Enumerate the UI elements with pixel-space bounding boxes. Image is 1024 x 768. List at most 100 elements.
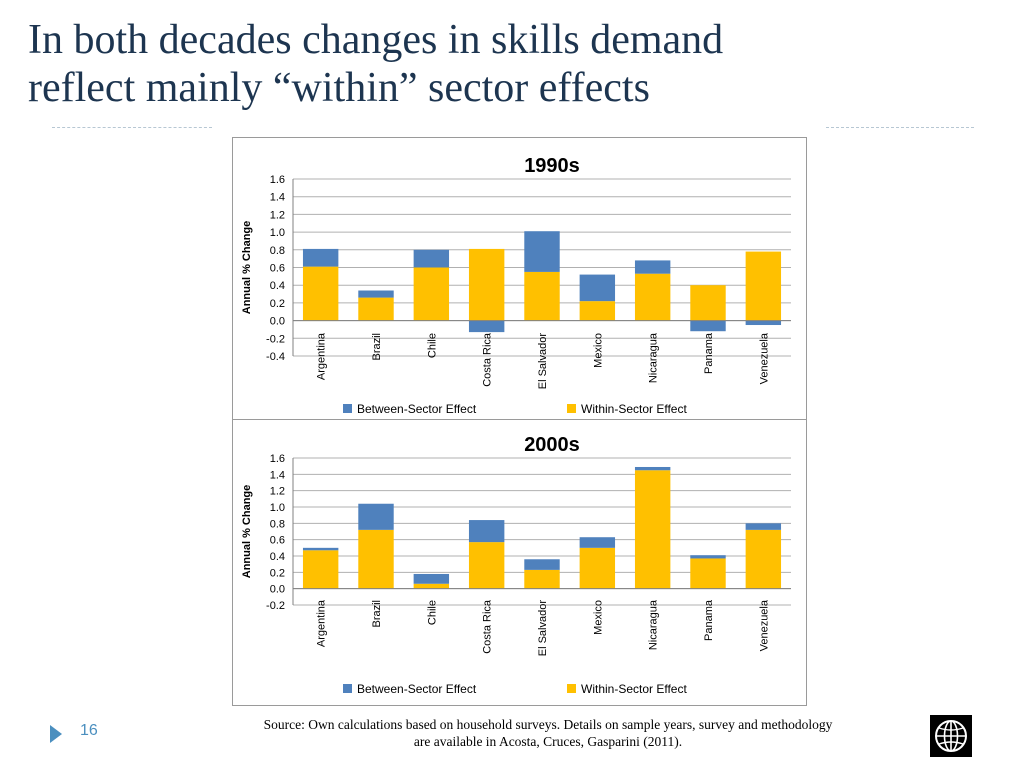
chart-1990s-category-label: Panama [703,332,715,374]
chart-2000s-y-tick-label: 0.8 [270,518,285,530]
chart-2000s-category-label: Chile [426,600,438,625]
chart-2000s-y-tick-label: -0.2 [266,600,285,612]
chart-1990s-category-label: Brazil [371,333,383,361]
chart-1990s-bar-between [358,290,394,298]
slide-title: In both decades changes in skills demand… [28,16,998,112]
chart-2000s-title: 2000s [524,434,580,456]
chart-1990s-bar-within [413,267,450,321]
chart-1990s: 1990s Annual % Change 1.6 1.4 1.2 1.0 0.8 0.6 0.… [232,137,807,421]
chart-2000s-bar-within [524,569,560,589]
chart-1990s-y-tick-label: 0.2 [270,298,285,310]
chart-1990s-bar-between [634,260,671,274]
chart-2000s-bar-between [745,523,782,530]
chart-1990s-legend-between: Between-Sector Effect [357,402,477,416]
source-note-line-1: Source: Own calculations based on househ… [263,717,833,732]
world-bank-logo-icon [935,720,967,752]
chart-2000s-y-tick-label: 0.2 [270,567,285,579]
chart-2000s-bar-between [579,537,616,548]
chart-1990s-bar-within [358,297,394,321]
chart-2000s-y-tick-label: 1.2 [270,486,285,498]
chart-1990s-bar-between [579,274,616,302]
chart-1990s-category-label: Argentina [316,332,328,380]
chart-2000s-bar-between [524,559,560,570]
chart-1990s-bar-within [690,285,726,321]
chart-1990s-category-label: El Salvador [537,333,549,390]
chart-1990s-y-tick-label: 1.4 [270,192,285,204]
chart-1990s-y-tick-label: 0.8 [270,245,285,257]
chart-2000s-bar-between [468,520,505,543]
chart-2000s-bar-between [634,466,671,471]
chart-1990s-bar-within [745,251,782,321]
chart-1990s-bar-within [468,248,505,321]
chart-2000s-category-label: Panama [703,599,715,641]
globe-icon [930,715,972,757]
chart-1990s-category-label: Costa Rica [482,332,494,387]
chart-2000s-legend-between: Between-Sector Effect [357,682,477,696]
chart-2000s-category-label: El Salvador [537,600,549,657]
chart-1990s-legend-swatch-between [343,404,352,413]
chart-2000s-svg: 2000s Annual % Change 1.6 1.4 1.2 1.0 0.8 0.6 0.… [241,434,791,696]
chart-1990s-category-label: Nicaragua [648,332,660,383]
chart-2000s-legend-swatch-between [343,684,352,693]
chart-2000s-bar-within [358,529,394,589]
chart-2000s: 2000s Annual % Change 1.6 1.4 1.2 1.0 0.8 0.6 0.… [232,419,807,706]
chart-2000s-y-tick-label: 1.6 [270,453,285,465]
chart-2000s-bar-between [302,547,339,551]
chart-1990s-bar-between [413,249,450,268]
chart-2000s-bar-between [690,555,726,559]
chart-1990s-y-tick-label: 1.6 [270,174,285,186]
chart-1990s-title: 1990s [524,155,580,177]
chart-1990s-bar-within [634,273,671,321]
chart-2000s-y-tick-label: 1.4 [270,469,285,481]
chart-1990s-y-tick-label: 0.0 [270,316,285,328]
chart-1990s-y-tick-label: 1.0 [270,227,285,239]
chart-2000s-bar-within [634,470,671,589]
chart-1990s-bar-within [524,271,560,321]
chart-2000s-bar-within [745,529,782,589]
chart-1990s-y-tick-label: 1.2 [270,209,285,221]
chart-1990s-bar-between [468,320,505,333]
chart-1990s-bar-between [745,320,782,326]
chart-1990s-bar-between [302,248,339,267]
chart-2000s-category-label: Brazil [371,600,383,628]
chart-2000s-category-label: Nicaragua [648,599,660,650]
chart-2000s-y-tick-label: 0.4 [270,551,285,563]
chart-2000s-y-tick-label: 0.0 [270,584,285,596]
chart-1990s-y-tick-label: -0.2 [266,333,285,345]
chart-1990s-legend-within: Within-Sector Effect [581,402,687,416]
chart-1990s-bar-within [302,266,339,321]
source-note-line-2: are available in Acosta, Cruces, Gaspari… [413,734,683,749]
chart-1990s-y-tick-label: -0.4 [266,351,285,363]
chart-2000s-category-label: Argentina [316,599,328,647]
chart-2000s-bar-within [468,542,505,589]
chart-2000s-bar-within [579,547,616,589]
page-number: 16 [80,722,98,739]
chart-2000s-category-label: Mexico [592,600,604,635]
nav-arrow-icon [50,725,62,743]
chart-2000s-y-axis-label: Annual % Change [241,485,253,579]
chart-1990s-y-tick-label: 0.4 [270,280,285,292]
chart-1990s-category-label: Mexico [592,333,604,368]
chart-1990s-svg: 1990s Annual % Change 1.6 1.4 1.2 1.0 0.8 0.6 0.… [241,155,791,416]
chart-2000s-bar-between [358,503,394,530]
chart-1990s-y-tick-label: 0.6 [270,263,285,275]
source-note: Source: Own calculations based on househ… [198,716,898,750]
chart-2000s-bar-within [302,550,339,589]
slide-title-line-1: In both decades changes in skills demand [28,17,724,63]
chart-2000s-category-label: Venezuela [758,599,770,651]
chart-2000s-legend-swatch-within [567,684,576,693]
chart-2000s-legend-within: Within-Sector Effect [581,682,687,696]
chart-1990s-y-axis-label: Annual % Change [241,221,253,315]
chart-1990s-category-label: Chile [426,333,438,358]
chart-1990s-bar-within [579,301,616,321]
chart-2000s-category-label: Costa Rica [482,599,494,654]
chart-1990s-legend-swatch-within [567,404,576,413]
chart-2000s-y-tick-label: 0.6 [270,535,285,547]
chart-1990s-category-label: Venezuela [758,332,770,384]
chart-1990s-bar-between [690,320,726,332]
chart-2000s-bar-between [413,573,450,584]
chart-2000s-y-tick-label: 1.0 [270,502,285,514]
title-divider-right [826,127,974,128]
title-divider-left [52,127,212,128]
chart-1990s-bar-between [524,231,560,272]
